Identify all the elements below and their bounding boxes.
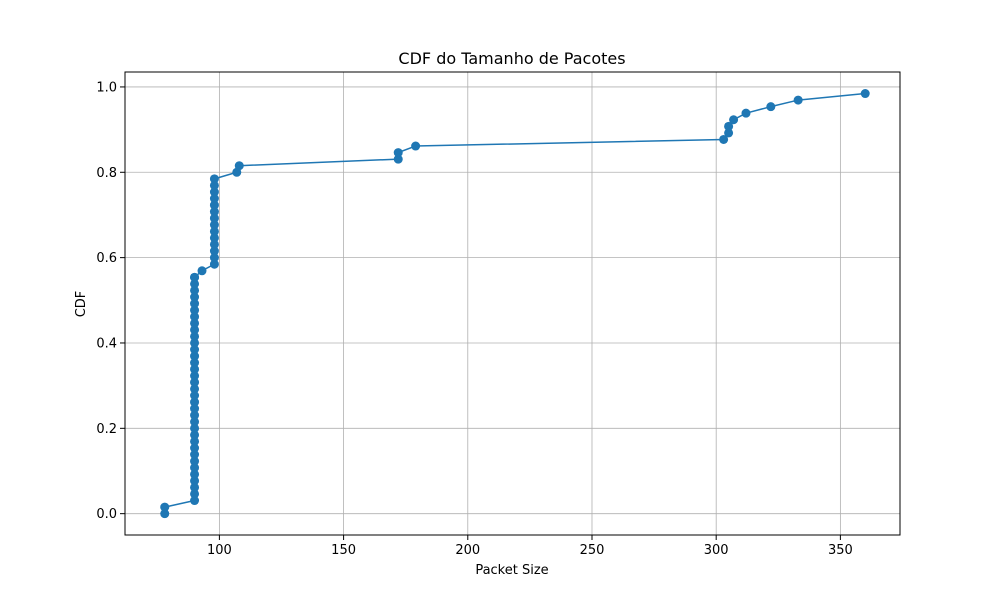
x-tick-label: 250 <box>580 543 605 558</box>
data-point <box>190 469 200 479</box>
data-point <box>741 108 751 118</box>
data-point <box>209 239 219 249</box>
data-point <box>190 358 200 368</box>
data-point <box>190 410 200 420</box>
data-point <box>411 141 421 151</box>
data-point <box>190 436 200 446</box>
data-point <box>209 226 219 236</box>
data-point <box>766 102 776 112</box>
x-axis-ticks: 100 150 200 250 300 350 <box>207 535 853 558</box>
data-point <box>190 279 200 289</box>
data-point <box>860 89 870 99</box>
data-point <box>190 423 200 433</box>
data-point <box>719 134 729 144</box>
data-point <box>190 430 200 440</box>
y-tick-label: 0.0 <box>96 507 117 522</box>
data-point <box>190 476 200 486</box>
data-point <box>190 272 200 282</box>
data-point <box>209 187 219 197</box>
data-point <box>190 285 200 295</box>
data-point <box>209 233 219 243</box>
data-point <box>190 384 200 394</box>
data-point <box>190 351 200 361</box>
data-point <box>729 115 739 125</box>
y-tick-label: 0.6 <box>96 251 117 266</box>
data-point <box>209 246 219 256</box>
data-point <box>209 174 219 184</box>
data-point <box>209 253 219 263</box>
data-point <box>190 456 200 466</box>
data-point <box>209 220 219 230</box>
data-point <box>393 148 403 158</box>
y-axis-label: CDF <box>74 291 89 318</box>
data-point <box>209 180 219 190</box>
x-tick-label: 200 <box>455 543 480 558</box>
data-point <box>190 450 200 460</box>
data-point <box>190 331 200 341</box>
data-point <box>209 213 219 223</box>
data-point <box>190 443 200 453</box>
data-point <box>197 266 207 276</box>
data-point <box>190 371 200 381</box>
y-tick-label: 0.2 <box>96 422 117 437</box>
data-point <box>190 397 200 407</box>
y-tick-label: 1.0 <box>96 80 117 95</box>
plot-frame <box>124 71 901 536</box>
data-point <box>724 121 734 131</box>
data-point <box>190 299 200 309</box>
x-tick-label: 100 <box>207 543 232 558</box>
x-tick-label: 300 <box>704 543 729 558</box>
y-tick-label: 0.4 <box>96 336 117 351</box>
data-point <box>209 194 219 204</box>
data-point <box>234 161 244 171</box>
x-tick-label: 150 <box>331 543 356 558</box>
data-point <box>190 345 200 355</box>
data-point <box>190 305 200 315</box>
y-tick-label: 0.8 <box>96 166 117 181</box>
data-point <box>393 154 403 164</box>
data-point <box>190 377 200 387</box>
data-points <box>160 89 870 519</box>
data-point <box>190 325 200 335</box>
data-point <box>190 391 200 401</box>
data-point <box>190 338 200 348</box>
y-axis-ticks: 0.0 0.2 0.4 0.6 0.8 1.0 <box>96 80 125 522</box>
data-point <box>209 207 219 217</box>
data-point <box>190 312 200 322</box>
x-tick-label: 350 <box>828 543 853 558</box>
data-point <box>160 509 170 519</box>
data-point <box>724 128 734 138</box>
data-point <box>190 364 200 374</box>
chart-title: CDF do Tamanho de Pacotes <box>398 49 625 68</box>
data-point <box>209 200 219 210</box>
data-point <box>190 318 200 328</box>
data-point <box>190 482 200 492</box>
x-axis-label: Packet Size <box>475 563 548 578</box>
data-point <box>190 489 200 499</box>
data-point <box>793 95 803 105</box>
grid-lines <box>125 72 900 535</box>
data-point <box>190 417 200 427</box>
data-point <box>160 502 170 512</box>
data-point <box>190 463 200 473</box>
data-point <box>209 259 219 269</box>
data-point <box>190 496 200 506</box>
data-point <box>190 292 200 302</box>
data-point <box>190 404 200 414</box>
